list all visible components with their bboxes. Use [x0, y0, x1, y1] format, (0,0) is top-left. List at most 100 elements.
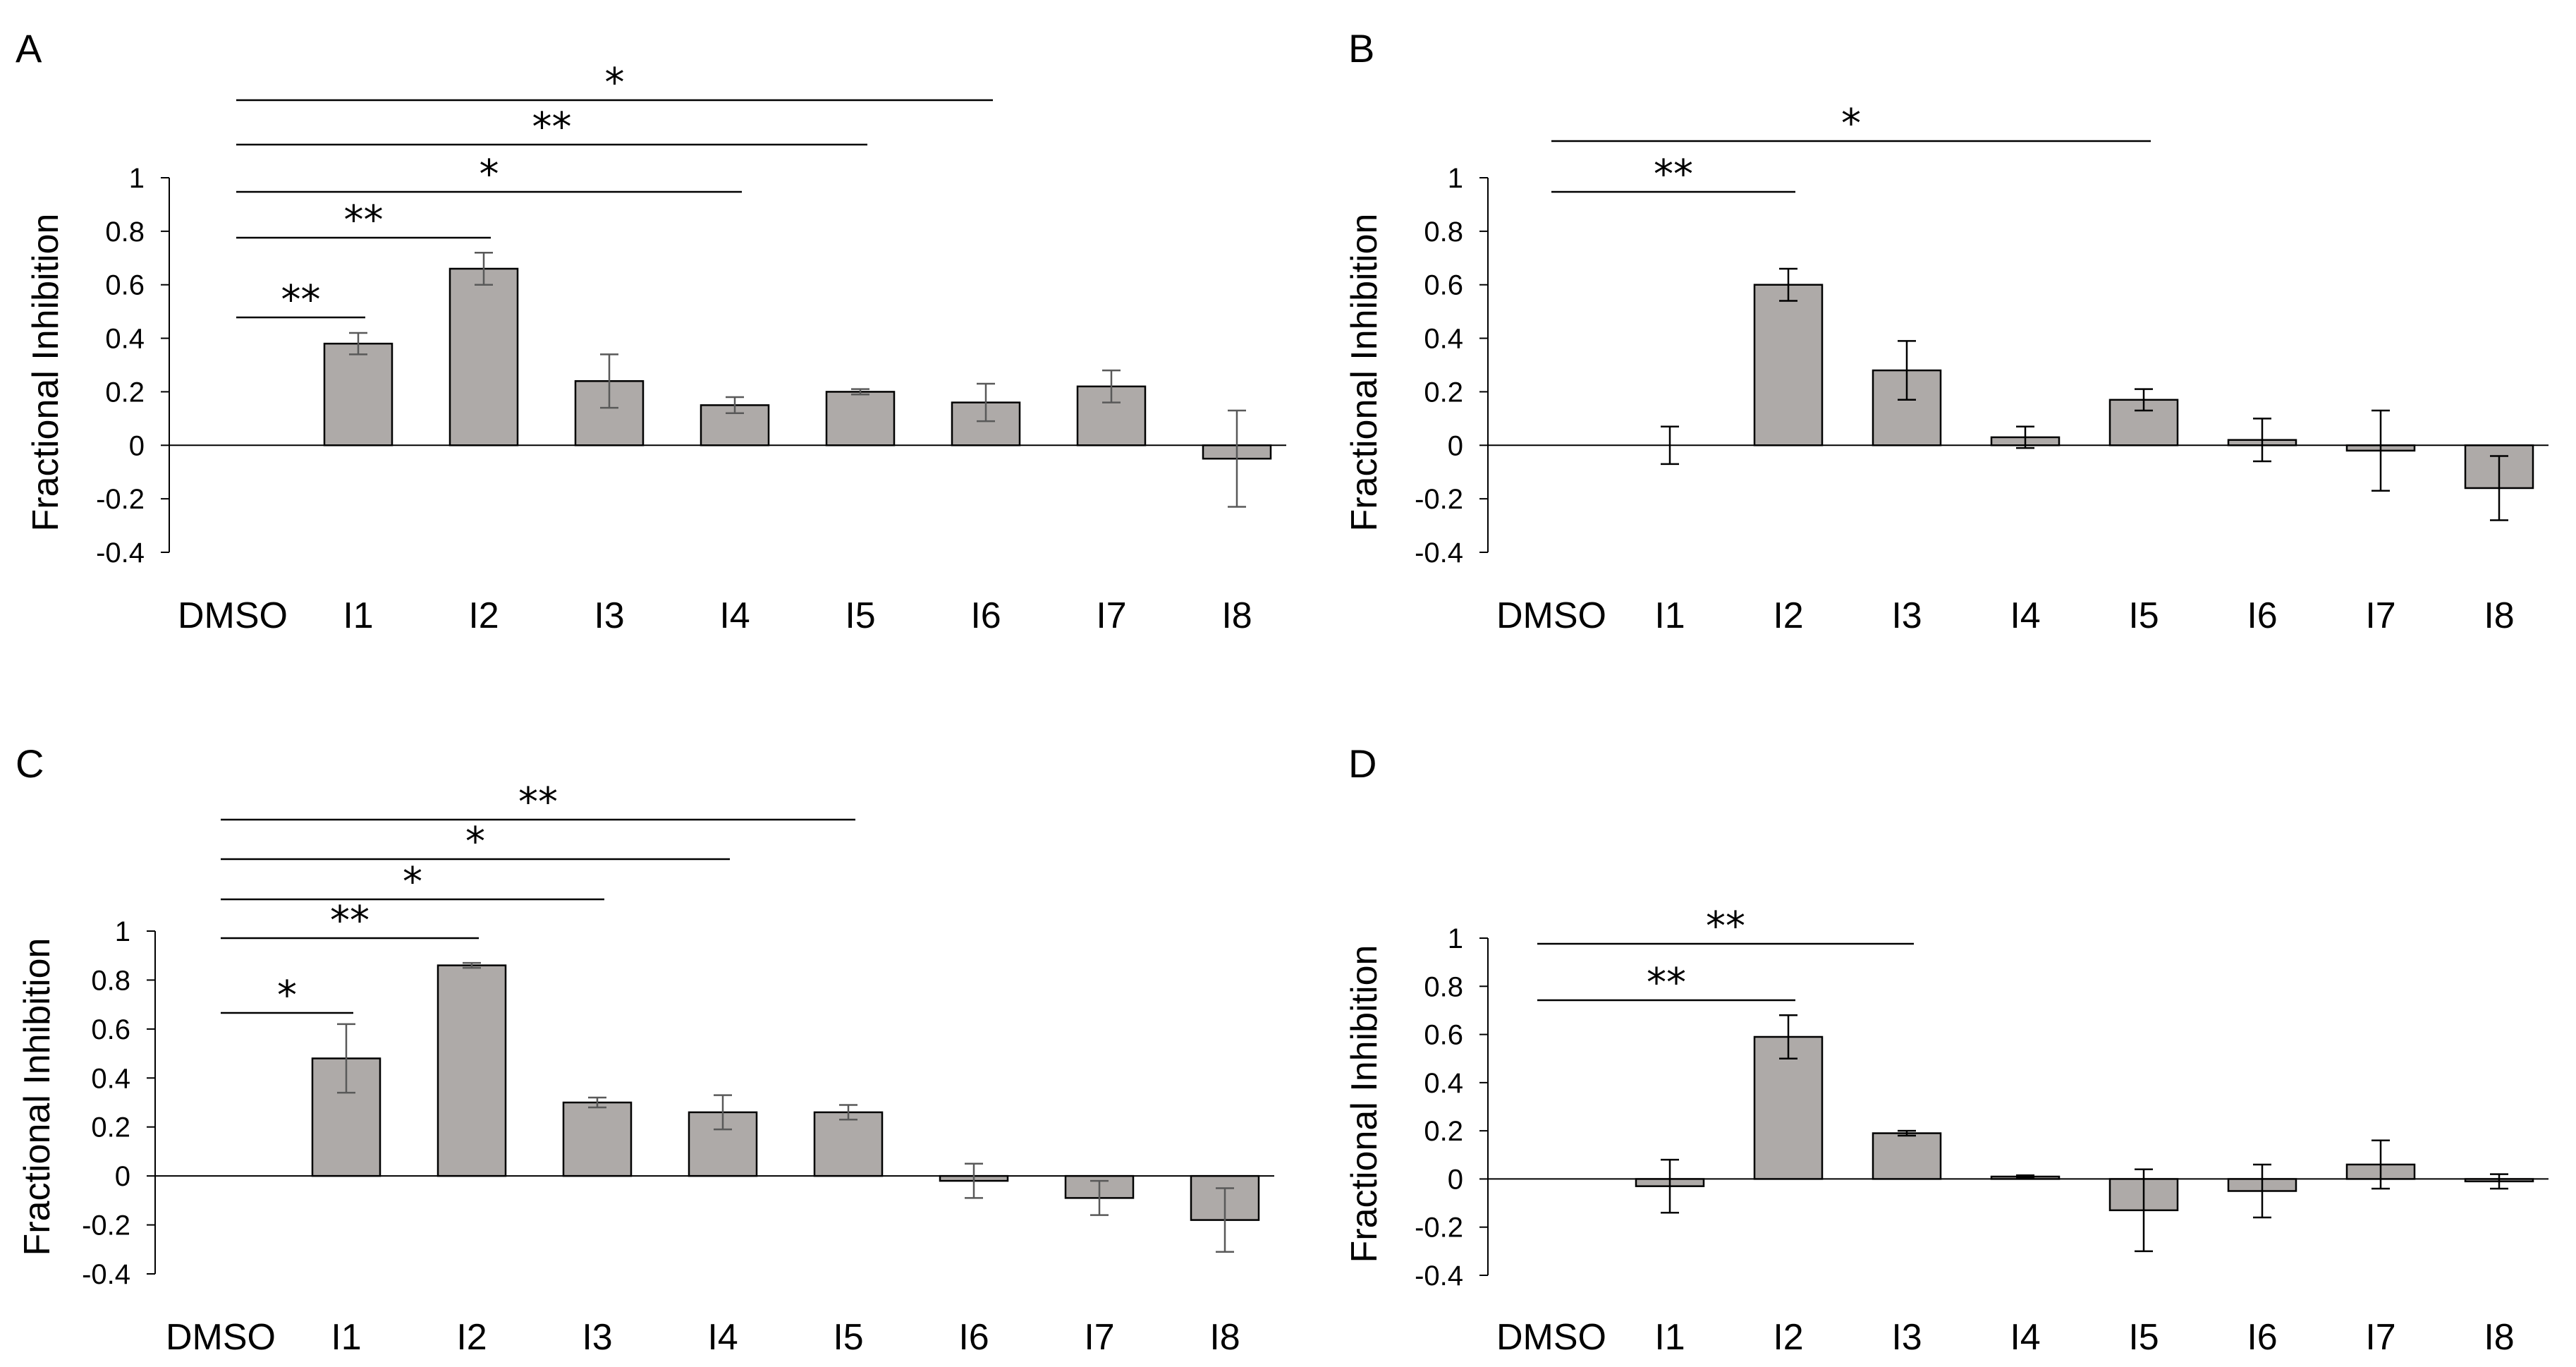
x-category-label: I3: [582, 1317, 612, 1358]
y-tick-label: -0.4: [1415, 1260, 1463, 1292]
panel-letter-d: D: [1348, 741, 1376, 786]
y-tick-label: 0.2: [91, 1112, 130, 1143]
x-category-label: DMSO: [1496, 595, 1606, 636]
y-tick-label: 0.2: [1424, 1116, 1463, 1147]
x-category-label: I1: [331, 1317, 361, 1358]
y-tick-label: 1: [1448, 923, 1463, 954]
x-category-label: I6: [958, 1317, 989, 1358]
bar-i3: [1872, 1132, 1942, 1180]
x-category-label: I8: [2484, 595, 2514, 636]
y-axis-title-c: Fractional Inhibition: [17, 938, 58, 1256]
x-category-label: I7: [2365, 595, 2395, 636]
bar-i2: [437, 964, 507, 1177]
significance-label: **: [518, 779, 558, 825]
y-tick-label: 0.4: [1424, 324, 1463, 355]
y-axis-title-d: Fractional Inhibition: [1344, 945, 1385, 1263]
y-tick-label: 0.2: [105, 377, 145, 408]
x-category-label: I7: [1084, 1317, 1114, 1358]
x-category-label: DMSO: [1496, 1317, 1606, 1358]
y-tick-label: 0.8: [1424, 971, 1463, 1002]
y-tick-label: 0.4: [1424, 1068, 1463, 1099]
y-tick-label: 0: [1448, 430, 1463, 461]
y-tick-label: 0: [1448, 1164, 1463, 1195]
y-tick-label: -0.4: [1415, 537, 1463, 569]
significance-label: *: [403, 859, 422, 905]
significance-label: *: [465, 819, 485, 865]
y-tick-label: 0.6: [91, 1014, 130, 1045]
x-category-label: I4: [2010, 1317, 2040, 1358]
x-category-label: I4: [707, 1317, 738, 1358]
y-tick-label: -0.4: [82, 1259, 130, 1290]
x-category-label: I6: [970, 595, 1001, 636]
y-tick-label: 1: [1448, 163, 1463, 194]
x-category-label: I3: [1891, 1317, 1922, 1358]
panel-letter-a: A: [16, 26, 42, 71]
panel-letter-b: B: [1348, 26, 1374, 71]
bar-i5: [825, 391, 896, 446]
bar-i2: [1753, 284, 1824, 446]
panel-b: B Fractional Inhibition 1 0.8 0.6 0.4 0.2 0 -0…: [1344, 26, 2548, 636]
y-tick-label: -0.2: [1415, 484, 1463, 515]
y-tick-label: 1: [129, 163, 145, 194]
panel-letter-c: C: [16, 741, 44, 786]
significance-label: *: [605, 60, 625, 106]
significance-label: *: [1841, 101, 1861, 147]
x-category-label: I4: [2010, 595, 2040, 636]
panel-a: A Fractional Inhibition 1 0.8 0.6 0.4 0.2 0 -0…: [16, 26, 1286, 636]
x-category-label: I6: [2247, 595, 2277, 636]
x-category-label: DMSO: [178, 595, 288, 636]
x-category-label: I2: [1773, 1317, 1803, 1358]
y-tick-label: 0.6: [1424, 1020, 1463, 1051]
bar-i1: [323, 342, 393, 446]
x-category-label: I2: [468, 595, 499, 636]
x-category-label: I3: [594, 595, 624, 636]
y-tick-label: 0.2: [1424, 377, 1463, 408]
y-tick-label: 0.4: [91, 1063, 130, 1094]
x-category-label: I5: [2128, 595, 2159, 636]
y-axis-title-b: Fractional Inhibition: [1344, 214, 1385, 532]
bar-i3: [562, 1101, 633, 1177]
x-category-label: I1: [1654, 595, 1685, 636]
x-category-label: I5: [845, 595, 875, 636]
y-tick-label: 0: [129, 430, 145, 461]
x-category-label: I1: [343, 595, 373, 636]
y-tick-label: 0: [115, 1161, 130, 1192]
y-tick-label: -0.2: [82, 1210, 130, 1241]
y-tick-label: 1: [115, 916, 130, 947]
y-tick-label: -0.2: [96, 484, 145, 515]
x-category-label: I2: [1773, 595, 1803, 636]
significance-label: **: [1706, 904, 1745, 949]
x-category-label: I5: [2128, 1317, 2159, 1358]
x-category-label: I7: [1096, 595, 1126, 636]
y-tick-label: 0.4: [105, 324, 145, 355]
y-tick-label: -0.4: [96, 537, 145, 569]
y-tick-label: 0.8: [1424, 217, 1463, 248]
panel-c: C Fractional Inhibition 1 0.8 0.6 0.4 0.2 0 -0…: [16, 741, 1274, 1358]
x-category-label: I8: [1209, 1317, 1240, 1358]
x-category-label: I3: [1891, 595, 1922, 636]
x-category-label: I5: [833, 1317, 863, 1358]
bar-i5: [813, 1111, 884, 1177]
bar-i2: [1753, 1035, 1824, 1180]
significance-label: **: [1654, 152, 1693, 198]
significance-label: **: [281, 277, 321, 323]
bar-i2: [448, 267, 519, 446]
x-category-label: I2: [456, 1317, 487, 1358]
significance-label: **: [532, 104, 572, 150]
x-category-label: I8: [2484, 1317, 2514, 1358]
significance-label: **: [1647, 960, 1686, 1006]
x-category-label: DMSO: [166, 1317, 276, 1358]
x-category-label: I8: [1221, 595, 1252, 636]
significance-label: *: [480, 152, 499, 198]
y-tick-label: -0.2: [1415, 1213, 1463, 1244]
y-tick-label: 0.8: [105, 217, 145, 248]
x-category-label: I4: [719, 595, 750, 636]
y-tick-label: 0.6: [1424, 270, 1463, 301]
y-tick-label: 0.6: [105, 270, 145, 301]
x-category-label: I1: [1654, 1317, 1685, 1358]
x-category-label: I7: [2365, 1317, 2395, 1358]
significance-label: **: [344, 198, 384, 243]
y-tick-label: 0.8: [91, 965, 130, 996]
